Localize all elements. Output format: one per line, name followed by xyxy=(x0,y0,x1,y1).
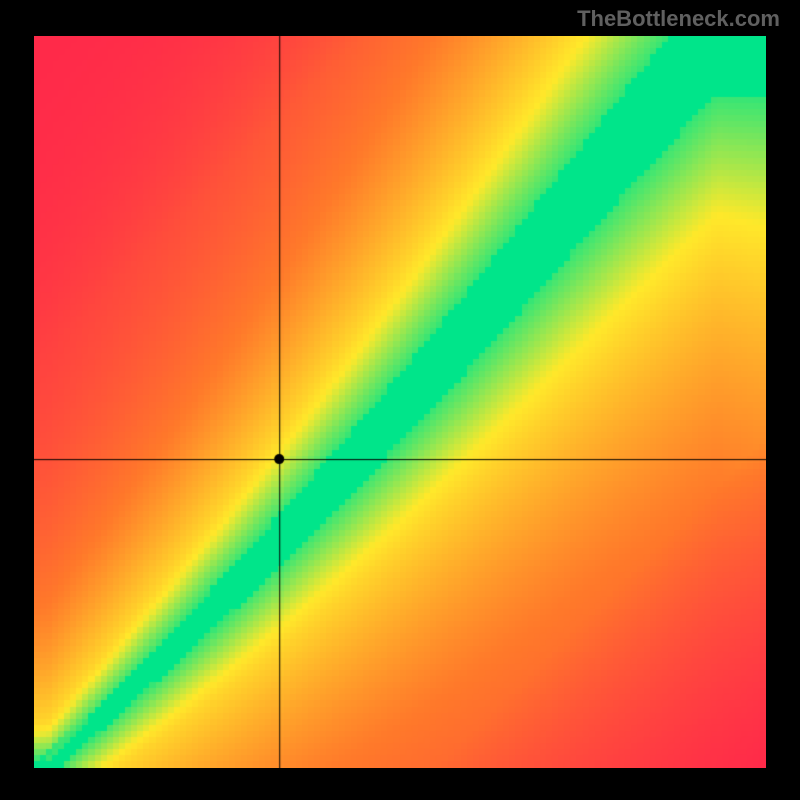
watermark-text: TheBottleneck.com xyxy=(577,6,780,32)
bottleneck-heatmap xyxy=(34,36,766,768)
